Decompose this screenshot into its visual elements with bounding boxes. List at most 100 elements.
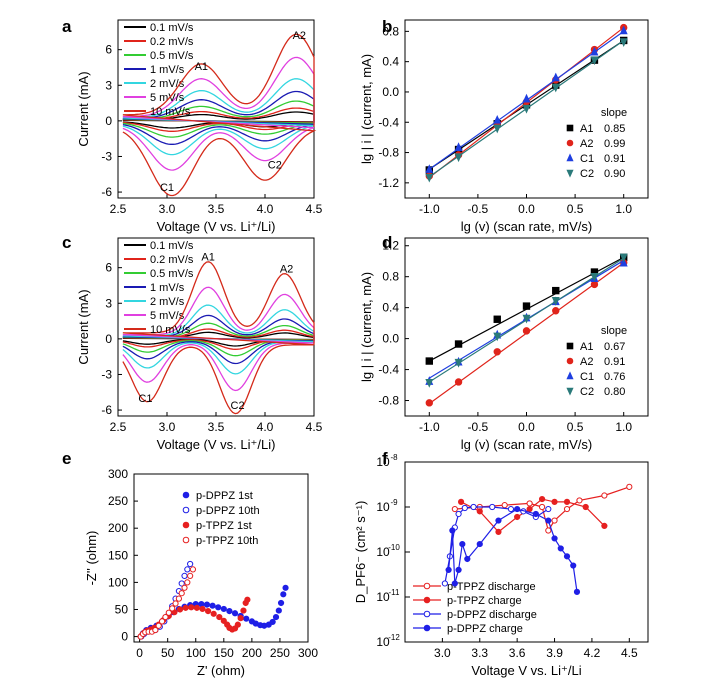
c-y-tick-label: 3 (105, 296, 112, 310)
e-data-point (172, 600, 179, 607)
d-data-point (425, 399, 433, 407)
e-data-point (178, 590, 185, 597)
c-peak-label: A2 (280, 263, 293, 275)
f-data-point (476, 508, 483, 515)
e-data-point (187, 572, 194, 579)
f-y-tick-label: 10 (376, 455, 390, 469)
c-legend-label: 10 mV/s (150, 324, 191, 336)
f-data-point (563, 505, 571, 513)
b-data-point (425, 164, 434, 173)
a-peak-label: A2 (293, 30, 306, 42)
b-legend-marker (566, 124, 574, 132)
d-x-tick-label: -0.5 (468, 420, 489, 434)
e-x-tick-label: 250 (270, 646, 290, 660)
f-data-point (582, 503, 589, 511)
f-data-point (551, 498, 558, 505)
f-x-axis-label: Voltage V vs. Li⁺/Li (471, 663, 581, 678)
b-legend-label: A1 (580, 123, 593, 135)
f-data-point (451, 580, 458, 587)
e-data-point (234, 621, 241, 628)
d-legend-marker (566, 357, 574, 365)
e-data-point (237, 615, 244, 622)
d-data-point (552, 286, 560, 295)
f-legend-label: p-TPPZ charge (447, 595, 522, 607)
d-data-point (619, 257, 628, 267)
b-x-tick-label: 1.0 (615, 202, 632, 216)
d-data-point (551, 296, 560, 306)
b-legend-marker (566, 169, 574, 178)
f-legend-label: p-TPPZ discharge (447, 581, 536, 593)
f-data-point (601, 492, 608, 499)
e-data-point (226, 608, 233, 615)
e-data-point (244, 596, 251, 603)
a-y-tick-label: 0 (105, 114, 112, 128)
panel-letter-a: a (62, 17, 72, 36)
e-data-point (152, 626, 159, 634)
e-data-point (175, 595, 183, 602)
f-data-point (538, 495, 546, 503)
c-y-tick-label: 0 (105, 332, 112, 346)
d-legend-slope: 0.91 (604, 356, 625, 368)
e-data-point (277, 599, 285, 607)
c-legend-label: 2 mV/s (150, 296, 185, 308)
panel-letter-b: b (382, 17, 392, 36)
d-legend-marker (566, 387, 574, 396)
e-x-tick-label: 100 (186, 646, 206, 660)
d-data-point (454, 378, 463, 386)
b-x-tick-label: -1.0 (419, 202, 440, 216)
e-data-point (243, 615, 250, 622)
d-x-tick-label: 0.5 (567, 420, 584, 434)
f-data-point (476, 540, 483, 548)
f-data-point (563, 498, 571, 505)
f-data-point (455, 510, 462, 518)
f-data-point (545, 527, 552, 534)
f-data-point (563, 553, 571, 560)
c-peak-label: A1 (201, 252, 214, 264)
b-legend-slope: 0.99 (604, 138, 625, 150)
f-data-point (514, 505, 521, 513)
c-x-axis-label: Voltage (V vs. Li⁺/Li) (157, 437, 276, 452)
f-data-point (464, 555, 471, 563)
d-y-tick-label: 0.4 (382, 301, 399, 315)
f-data-point (489, 503, 496, 511)
b-data-point (590, 46, 599, 56)
e-data-point (176, 606, 184, 613)
e-data-point (204, 608, 212, 615)
d-data-point (590, 272, 599, 282)
e-data-point (188, 604, 195, 611)
a-y-tick-label: 6 (105, 43, 112, 57)
b-y-tick-label: -1.2 (378, 176, 399, 190)
a-x-tick-label: 2.5 (110, 202, 127, 216)
e-data-point (198, 600, 205, 608)
f-x-tick-label: 3.6 (509, 646, 526, 660)
f-y-tick-exponent: -12 (388, 633, 400, 642)
e-data-point (203, 601, 211, 608)
panel-letter-f: f (382, 449, 388, 468)
e-y-tick-label: 250 (108, 494, 128, 508)
e-y-tick-label: 150 (108, 548, 128, 562)
e-data-point (209, 602, 216, 609)
b-data-point (425, 173, 434, 183)
b-legend-slope: 0.90 (604, 168, 625, 180)
e-data-point (181, 572, 188, 579)
panel-letter-d: d (382, 233, 392, 252)
panel-a: 2.5 3.0 3.5 4.0 4.5 -6 -3 0 3 6 Voltage (V vs. Li⁺… (76, 19, 323, 234)
e-x-tick-label: 150 (214, 646, 234, 660)
a-legend-label: 10 mV/s (150, 106, 191, 118)
c-peak-label: C2 (231, 400, 245, 412)
f-y-tick-exponent: -11 (389, 588, 401, 597)
f-legend-marker (423, 582, 431, 590)
e-data-point (155, 622, 162, 629)
e-y-tick-label: 0 (121, 630, 128, 644)
d-x-tick-label: 0.0 (518, 420, 535, 434)
d-data-point (454, 340, 463, 348)
b-legend-title: slope (601, 107, 627, 119)
f-legend-label: p-DPPZ charge (447, 623, 523, 635)
e-legend-label: p-DPPZ 10th (196, 505, 260, 517)
c-x-tick-label: 3.5 (208, 420, 225, 434)
c-peak-label: C1 (138, 393, 152, 405)
e-y-tick-label: 50 (115, 602, 129, 616)
b-data-point (522, 93, 531, 103)
panel-letter-e: e (62, 449, 71, 468)
